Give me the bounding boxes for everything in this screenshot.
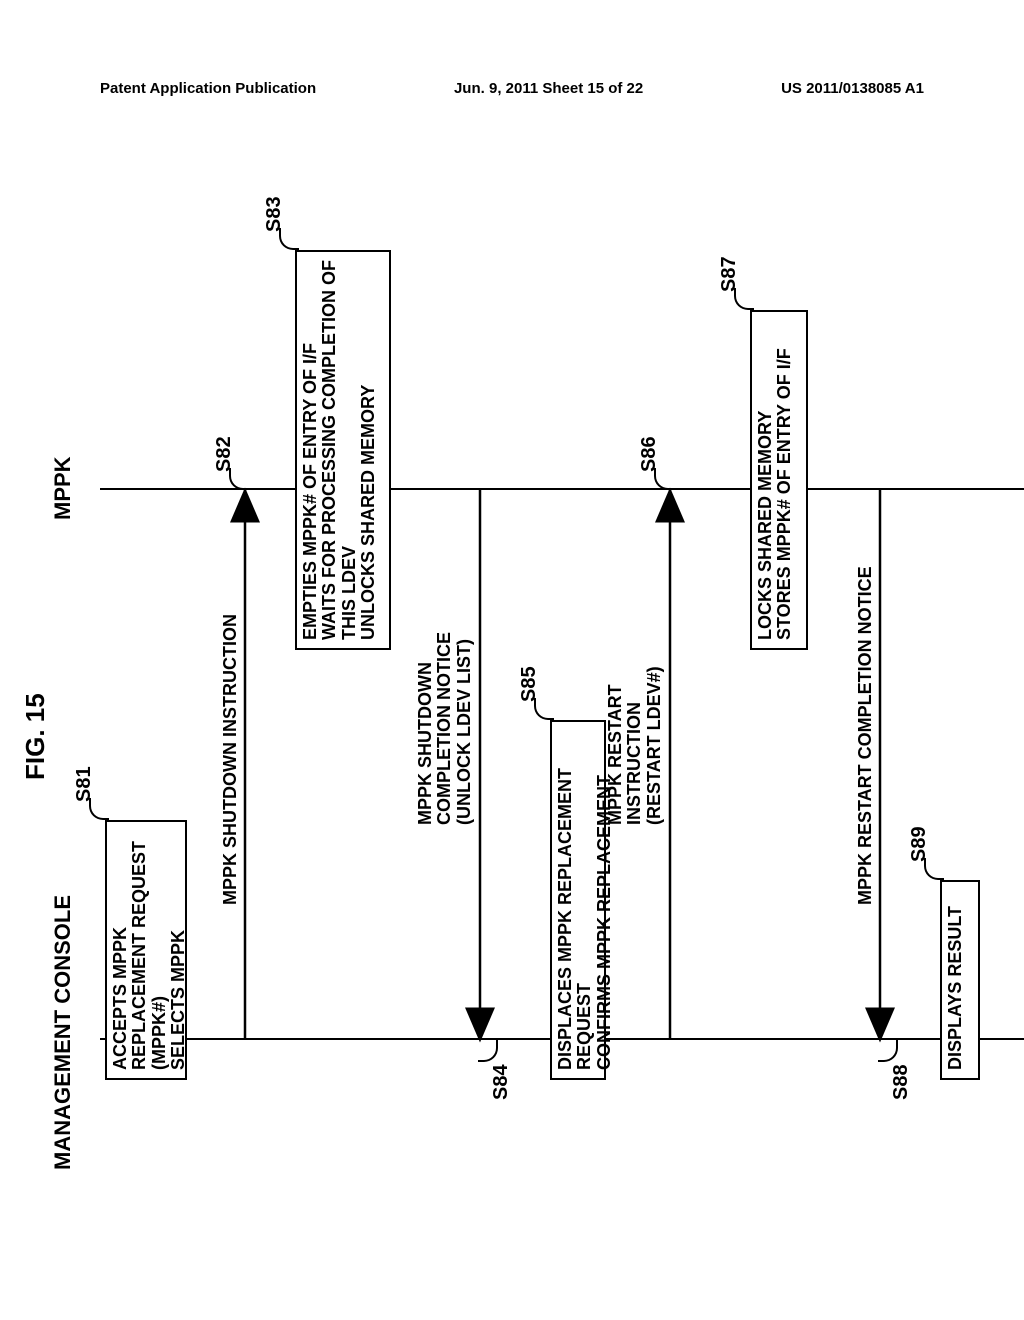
- process-box: DISPLAYS RESULT: [940, 880, 980, 1080]
- step-label: S84: [490, 1064, 513, 1100]
- figure-title: FIG. 15: [20, 693, 51, 780]
- page-header: Patent Application Publication Jun. 9, 2…: [100, 80, 924, 97]
- lane-label-mppk: MPPK: [50, 456, 76, 520]
- process-box: DISPLACES MPPK REPLACEMENT REQUESTCONFIR…: [550, 720, 606, 1080]
- step-leader: [734, 288, 754, 310]
- process-box: LOCKS SHARED MEMORYSTORES MPPK# OF ENTRY…: [750, 310, 808, 650]
- step-label: S85: [518, 666, 541, 702]
- step-leader: [478, 1040, 498, 1062]
- step-leader: [654, 468, 674, 490]
- step-label: S87: [718, 256, 741, 292]
- step-label: S88: [890, 1064, 913, 1100]
- step-label: S81: [73, 766, 96, 802]
- message-arrows: [60, 130, 1024, 1130]
- step-label: S89: [908, 826, 931, 862]
- sequence-diagram: FIG. 15 MANAGEMENT CONSOLE MPPK ACCEPTS …: [60, 130, 960, 1180]
- step-label: S83: [263, 196, 286, 232]
- step-leader: [534, 698, 554, 720]
- message-label: MPPK RESTART COMPLETION NOTICE: [856, 566, 875, 905]
- page-root: Patent Application Publication Jun. 9, 2…: [0, 0, 1024, 1320]
- step-leader: [89, 798, 109, 820]
- process-box: EMPTIES MPPK# OF ENTRY OF I/FWAITS FOR P…: [295, 250, 391, 650]
- header-right: US 2011/0138085 A1: [781, 80, 924, 97]
- message-label: MPPK RESTARTINSTRUCTION(RESTART LDEV#): [606, 666, 664, 825]
- lifeline-management-console: [100, 1038, 1024, 1040]
- step-leader: [924, 858, 944, 880]
- step-label: S82: [213, 436, 236, 472]
- step-leader: [229, 468, 249, 490]
- message-label: MPPK SHUTDOWNCOMPLETION NOTICE(UNLOCK LD…: [416, 632, 474, 825]
- step-leader: [279, 228, 299, 250]
- header-left: Patent Application Publication: [100, 80, 316, 97]
- message-label: MPPK SHUTDOWN INSTRUCTION: [221, 614, 240, 905]
- lane-label-management-console: MANAGEMENT CONSOLE: [50, 895, 76, 1170]
- header-center: Jun. 9, 2011 Sheet 15 of 22: [454, 80, 643, 97]
- process-box: ACCEPTS MPPK REPLACEMENT REQUEST(MPPK#)S…: [105, 820, 187, 1080]
- lifeline-mppk: [100, 488, 1024, 490]
- step-leader: [878, 1040, 898, 1062]
- step-label: S86: [638, 436, 661, 472]
